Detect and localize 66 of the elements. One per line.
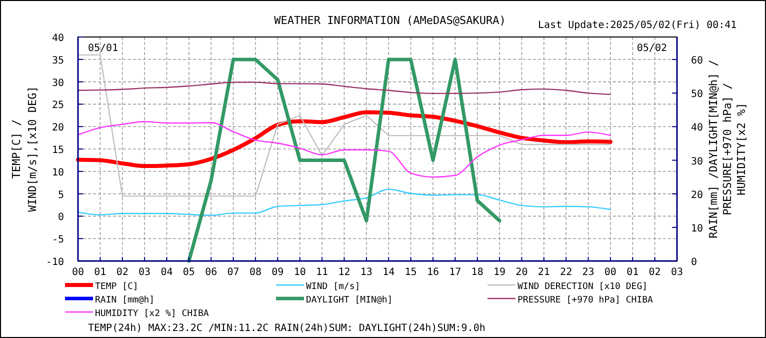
- legend-label: WIND [m/s]: [306, 282, 360, 292]
- x-tick-label: 19: [493, 267, 506, 278]
- x-tick-label: 03: [670, 267, 684, 278]
- x-tick-label: 13: [360, 267, 372, 278]
- y2-tick-label: 50: [691, 89, 704, 100]
- x-tick-label: 00: [604, 267, 616, 278]
- chart-title: WEATHER INFORMATION (AMeDAS@SAKURA): [274, 14, 506, 27]
- line-series: [77, 54, 612, 197]
- x-tick-label: 02: [648, 267, 661, 278]
- x-tick-label: 05: [182, 267, 195, 278]
- x-tick-label: 09: [272, 267, 284, 278]
- y-tick-label: 25: [52, 100, 64, 112]
- x-tick-label: 04: [160, 267, 173, 278]
- x-tick-label: 11: [316, 267, 328, 278]
- y-tick-label: 20: [52, 122, 64, 134]
- line-series: [77, 82, 612, 96]
- x-tick-label: 18: [471, 267, 484, 278]
- line-series: [77, 188, 612, 216]
- x-tick-label: 14: [382, 267, 395, 278]
- annotation: 05/02: [636, 43, 667, 54]
- x-tick-label: 00: [72, 267, 84, 278]
- x-tick-label: 06: [205, 267, 218, 278]
- line-series: [76, 110, 612, 168]
- y-tick-label: -5: [52, 234, 64, 246]
- x-tick-label: 01: [94, 267, 106, 278]
- chart-subtitle: Last Update:2025/05/02(Fri) 00:41: [538, 20, 737, 31]
- legend-label: PRESSURE [+970 hPa] CHIBA: [518, 296, 654, 306]
- y-tick-label: -10: [46, 257, 64, 268]
- y2-tick-label: 0: [691, 257, 698, 268]
- legend-label: WIND DERECTION [x10 DEG]: [518, 282, 648, 292]
- annotation: 05/01: [88, 43, 118, 54]
- y-tick-label: 15: [52, 145, 64, 156]
- y-axis-title: TEMP[C] / WIND[m/s],[x10 DEG]: [10, 86, 39, 212]
- text: TEMP(24h) MAX:23.2C /MIN:11.2C RAIN(24h)SUM: DAYLIGHT(24h)SUM:9.0h: [88, 323, 486, 334]
- x-tick-label: 23: [582, 267, 594, 278]
- y-tick-label: 0: [58, 212, 64, 224]
- x-tick-label: 10: [294, 267, 306, 278]
- x-tick-label: 16: [426, 267, 439, 278]
- line-series: [187, 58, 502, 263]
- y-tick-label: 10: [52, 167, 64, 178]
- x-tick-label: 17: [449, 267, 462, 278]
- x-tick-label: 03: [138, 267, 151, 278]
- x-tick-label: 21: [538, 267, 550, 278]
- y2-axis-title: RAIN[mm] /DAYLIGHT[MIN@h] / PRESSURE[+970 hPa] / HUMIDITY[x2 %]: [707, 60, 748, 238]
- y2-tick-label: 20: [691, 190, 704, 201]
- x-tick-label: 08: [249, 267, 262, 278]
- x-tick-label: 15: [404, 267, 417, 278]
- x-tick-label: 12: [338, 267, 350, 278]
- x-tick-label: 02: [116, 267, 128, 278]
- y2-tick-label: 30: [691, 156, 704, 168]
- y2-tick-label: 60: [691, 56, 704, 66]
- legend-label: HUMIDITY [x2 %] CHIBA: [95, 309, 210, 319]
- x-tick-label: 22: [560, 267, 572, 278]
- y2-tick-label: 40: [691, 122, 704, 134]
- y2-tick-label: 10: [691, 223, 704, 234]
- legend-label: DAYLIGHT [MIN@h]: [306, 296, 393, 306]
- x-tick-label: 20: [516, 267, 528, 278]
- y-tick-label: 40: [52, 33, 64, 44]
- y-tick-label: 35: [52, 55, 64, 66]
- x-tick-label: 07: [227, 267, 240, 278]
- legend-label: TEMP [C]: [95, 282, 138, 292]
- legend-label: RAIN [mm@h]: [95, 296, 155, 306]
- y-tick-label: 5: [58, 190, 64, 201]
- x-tick-label: 01: [626, 267, 639, 278]
- line-series: [77, 121, 612, 178]
- y-tick-label: 30: [52, 78, 64, 89]
